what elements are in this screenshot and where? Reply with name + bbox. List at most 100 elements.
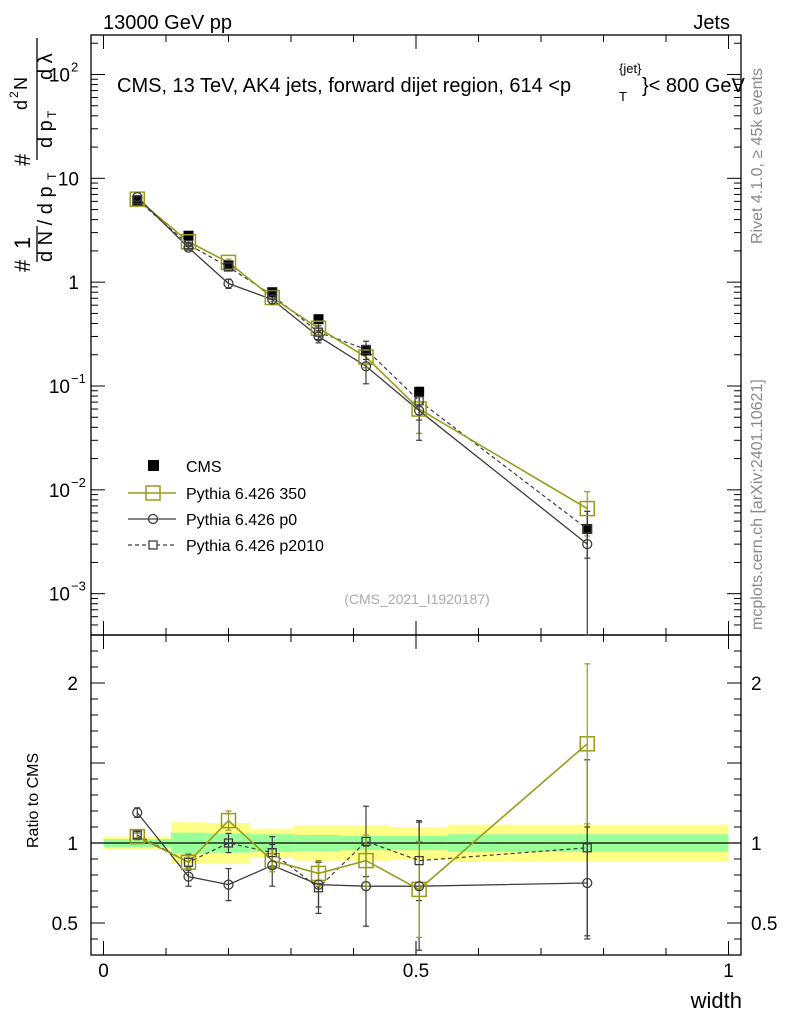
cms-data-point (267, 287, 278, 298)
ratio-y-tick-label-right: 2 (751, 674, 762, 695)
y-tick-label-base: 10 (49, 481, 70, 502)
y-tick-label-exponent: −3 (71, 579, 86, 594)
p0-marker (582, 538, 593, 550)
x-tick-label: 0 (98, 961, 109, 982)
x-tick-label: 1 (723, 961, 734, 982)
svg-text:d: d (11, 100, 31, 110)
cms-data-point (223, 260, 234, 271)
ratio-y-tick-label-right: 0.5 (751, 914, 777, 935)
cms-data-point (582, 523, 593, 534)
p0-ratio-marker (183, 871, 194, 882)
p2010-ratio-marker (414, 855, 424, 866)
y-tick-label-base: 10 (49, 377, 70, 398)
legend-label-p2010: Pythia 6.426 p2010 (186, 538, 324, 555)
svg-text:1: 1 (10, 237, 35, 249)
p350-ratio-marker (358, 852, 374, 869)
p2010-marker (267, 290, 277, 300)
p350-marker (310, 320, 327, 336)
p350-ratio-marker (180, 854, 197, 870)
p2010-ratio-marker (183, 857, 194, 867)
p0-ratio-marker (360, 881, 372, 892)
legend-label-cms: CMS (186, 459, 222, 476)
y-tick-label-base: 10 (58, 169, 79, 190)
y-tick-label-exponent: −2 (71, 475, 86, 490)
plot-title: CMS, 13 TeV, AK4 jets, forward dijet reg… (117, 61, 746, 104)
p2010-ratio-marker (132, 830, 142, 840)
p0-ratio-marker (132, 807, 143, 818)
p350-marker (411, 401, 427, 417)
p2010-ratio-marker (361, 836, 371, 847)
header-energy-label: 13000 GeV pp (103, 12, 232, 34)
p0-ratio-marker (223, 879, 234, 890)
p0-line (136, 196, 588, 545)
plot-title-end: }< 800 GeV (642, 75, 746, 97)
ratio-y-tick-label-left: 1 (67, 834, 78, 855)
analysis-watermark: (CMS_2021_I1920187) (344, 591, 490, 607)
ratio-series (129, 663, 595, 951)
p2010-ratio-marker (582, 843, 592, 853)
cms-data-point (183, 230, 194, 241)
ratio-y-tick-label-left: 0.5 (52, 914, 78, 935)
y-tick-label-base: 10 (49, 65, 70, 86)
header-process-label: Jets (693, 12, 730, 34)
ratio-plot-frame (90, 634, 742, 956)
plot-title-sup: {jet} (619, 61, 642, 76)
plot-title-main: CMS, 13 TeV, AK4 jets, forward dijet reg… (117, 75, 571, 97)
svg-text:T: T (45, 110, 59, 118)
x-tick-label: 0.5 (403, 961, 429, 982)
p0-ratio-line (136, 812, 588, 887)
legend-marker-cms (148, 460, 159, 471)
p2010-marker (313, 327, 324, 337)
p350-marker (579, 500, 595, 517)
p2010-ratio-marker (267, 847, 277, 858)
legend-marker-p350 (145, 485, 161, 501)
p0-marker (360, 361, 372, 372)
y-tick-label: 10 2 (49, 59, 78, 86)
legend: CMS Pythia 6.426 350 Pythia 6.426 p0 Pyt… (128, 459, 324, 555)
p350-marker (220, 254, 237, 271)
p350-ratio-marker (129, 828, 145, 845)
plot-title-sub: T (619, 89, 627, 104)
mcplots-label: mcplots.cern.ch [arXiv:2401.10621] (749, 379, 766, 630)
ratio-y-tick-label-right: 1 (751, 834, 762, 855)
p2010-marker (132, 195, 142, 205)
legend-label-p350: Pythia 6.426 350 (186, 486, 306, 503)
y-axis-label: # 1 d N / d p T # d 2 N d p T d λ (7, 38, 59, 272)
p2010-line (136, 199, 588, 530)
y-tick-label-base: 1 (68, 273, 79, 294)
p350-ratio-marker (220, 812, 237, 829)
p0-ratio-marker (413, 881, 425, 892)
svg-text:#: # (10, 153, 35, 166)
y-tick-label: 1 (68, 273, 79, 294)
svg-text:d p: d p (35, 120, 57, 148)
legend-marker-p2010 (148, 540, 158, 550)
p350-ratio-marker (264, 852, 280, 869)
ratio-y-tick-label-left: 2 (67, 674, 78, 695)
p0-marker (223, 278, 234, 289)
cms-data-point (313, 314, 324, 325)
p2010-ratio-marker (223, 838, 234, 848)
main-series (129, 191, 595, 636)
y-tick-label-base: 10 (49, 585, 70, 606)
legend-marker-p0 (147, 513, 159, 525)
svg-text:#: # (10, 259, 35, 272)
p2010-marker (183, 239, 194, 250)
cms-data-point (414, 386, 425, 397)
ratio-y-axis-label: Ratio to CMS (25, 753, 42, 848)
y-tick-label: 10 −2 (49, 475, 86, 502)
p0-ratio-marker (267, 860, 278, 871)
y-tick-label-exponent: −1 (71, 371, 86, 386)
svg-text:T: T (45, 172, 59, 180)
x-axis-label: width (690, 988, 742, 1013)
p2010-marker (582, 524, 592, 534)
svg-text:2: 2 (7, 91, 21, 98)
y-tick-label: 10 −3 (49, 579, 86, 606)
y-tick-label-exponent: 2 (71, 59, 78, 74)
p2010-marker (414, 396, 424, 406)
p2010-marker (361, 344, 371, 355)
p350-marker (358, 349, 374, 365)
p350-ratio-marker (411, 881, 427, 898)
legend-label-p0: Pythia 6.426 p0 (186, 512, 297, 529)
y-tick-label: 10 −1 (49, 371, 86, 398)
